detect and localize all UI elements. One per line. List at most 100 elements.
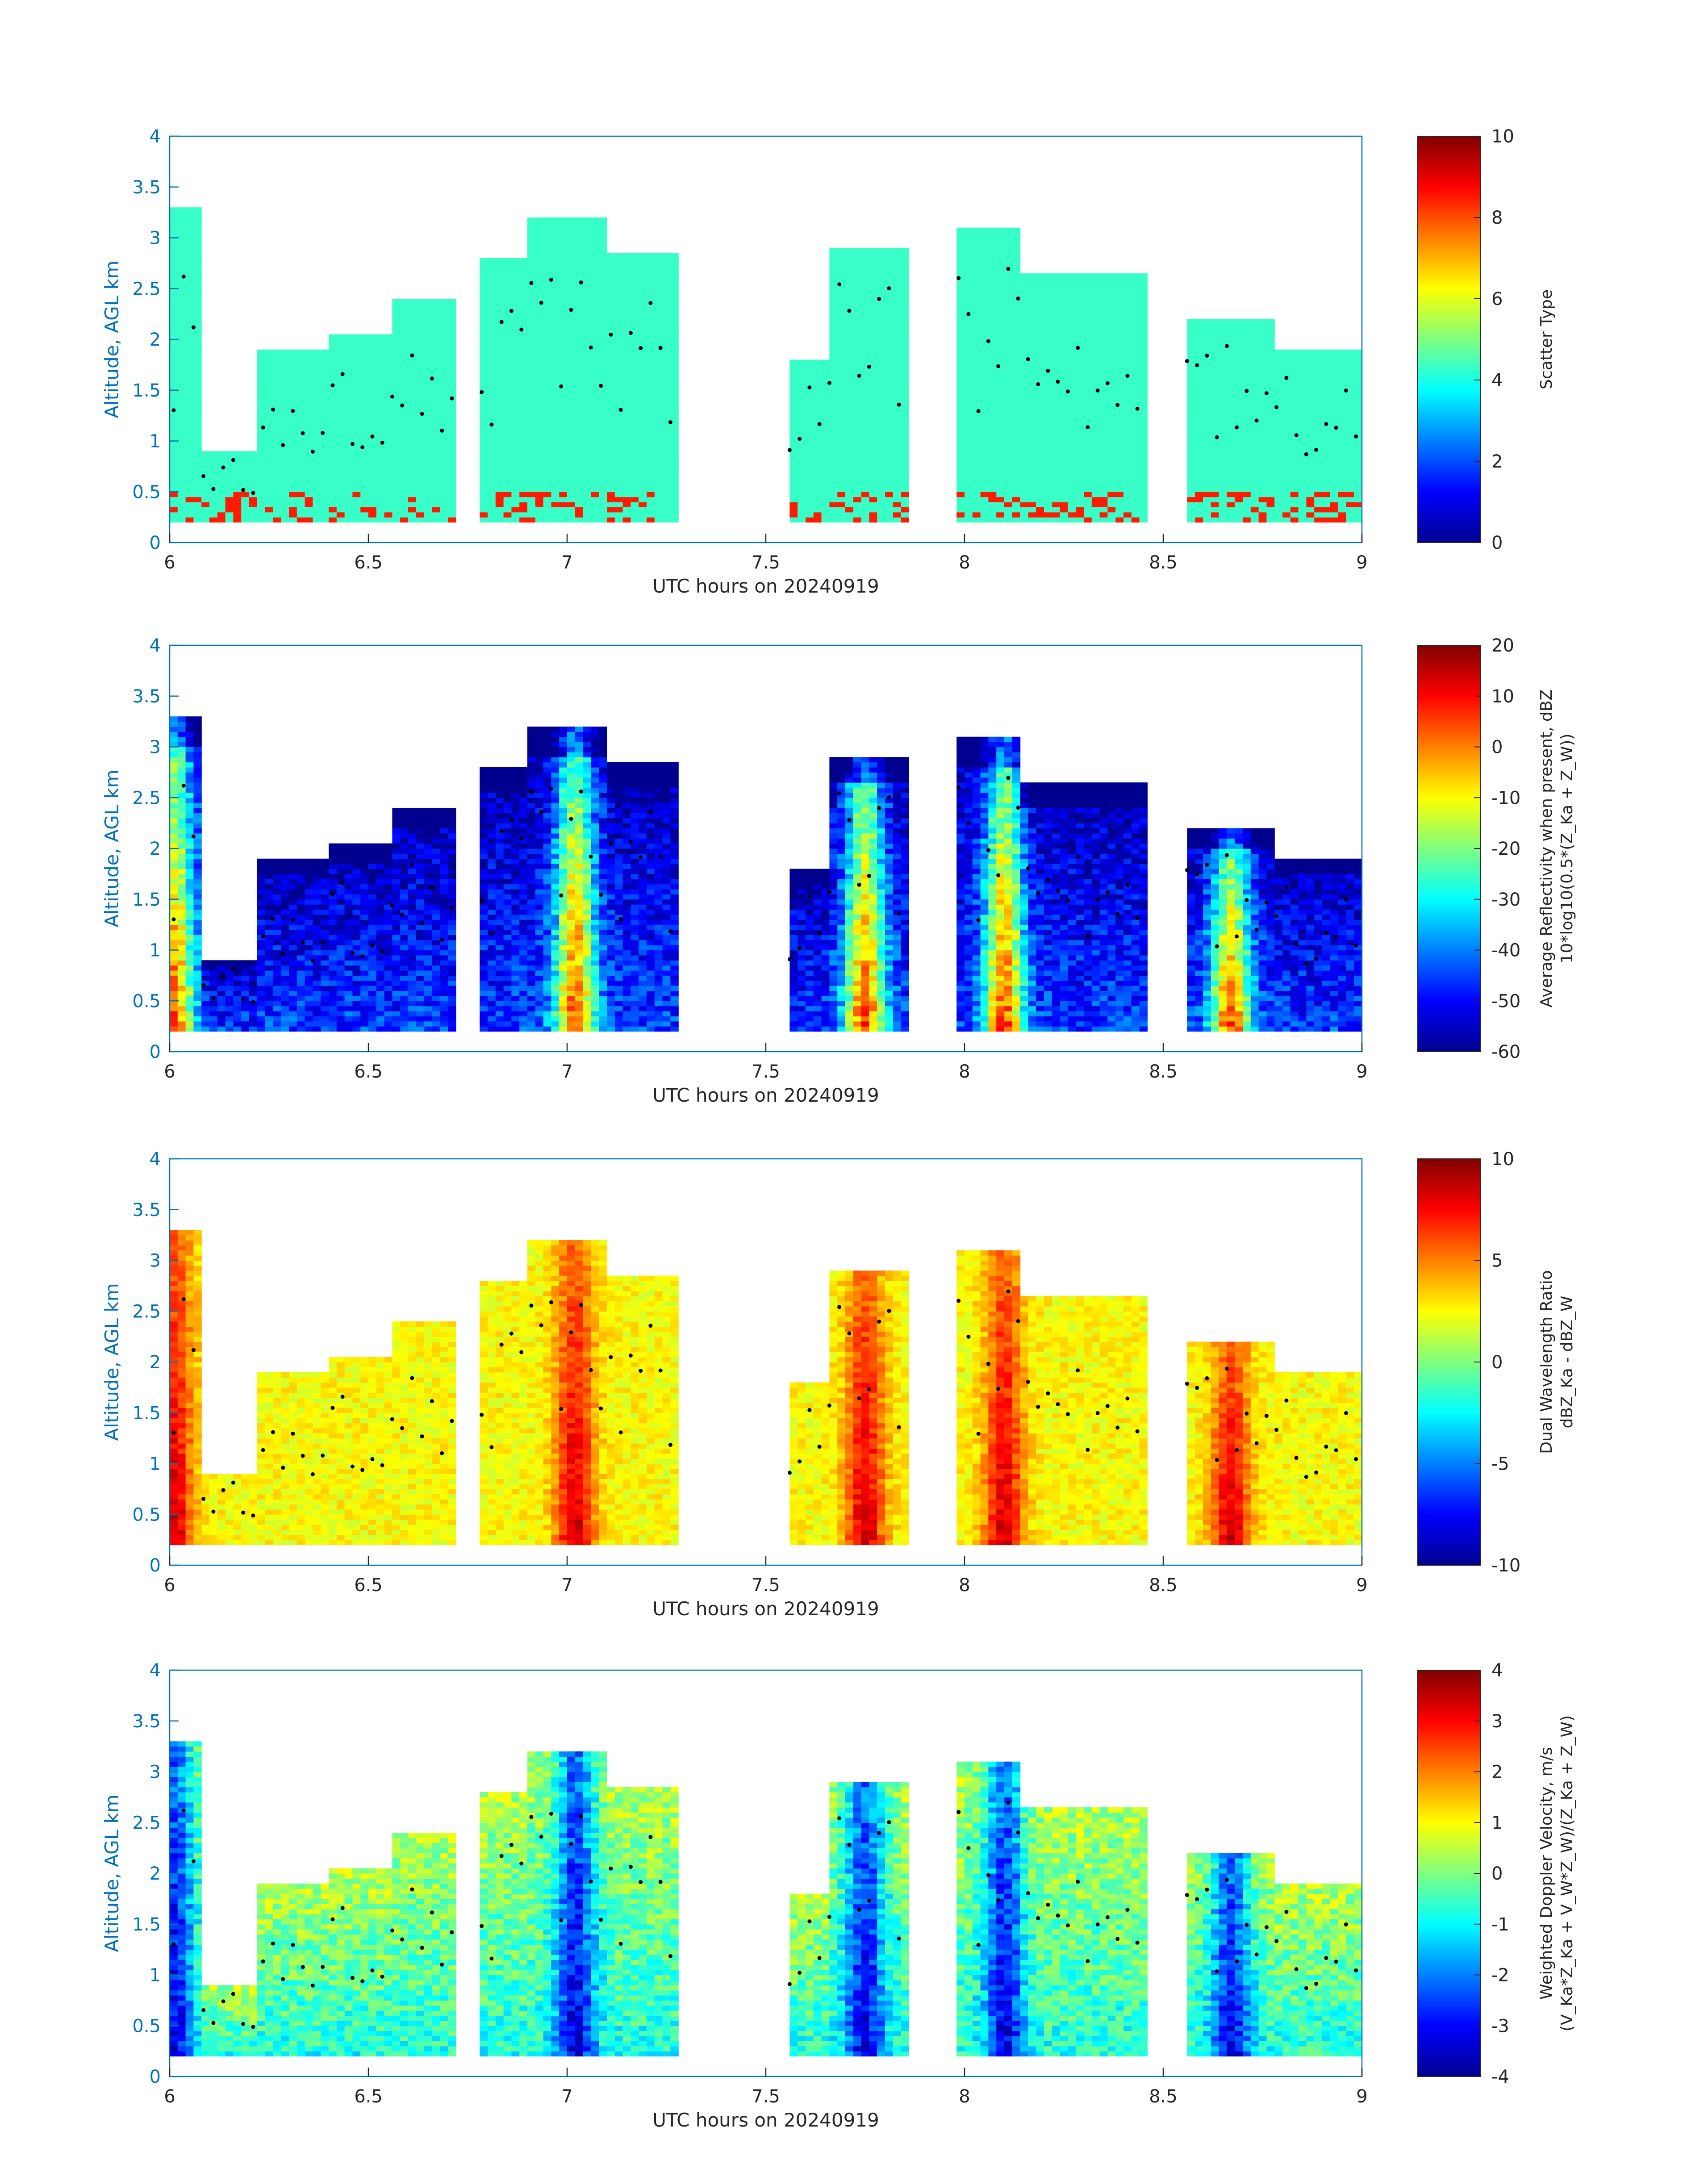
heatmap-cell (1004, 517, 1012, 522)
heatmap-cell (226, 492, 234, 497)
heatmap-cell (345, 482, 353, 487)
heatmap-cell (965, 355, 973, 360)
heatmap-cell (885, 487, 893, 492)
heatmap-cell (1100, 461, 1108, 467)
heatmap-cell (861, 421, 869, 426)
heatmap-cell (1100, 472, 1108, 477)
heatmap-cell (1211, 456, 1219, 462)
heatmap-cell (432, 395, 440, 401)
heatmap-cell (845, 263, 853, 268)
heatmap-cell (1219, 395, 1227, 401)
heatmap-cell (440, 375, 448, 380)
heatmap-cell (1132, 466, 1140, 472)
heatmap-cell (265, 512, 273, 518)
heatmap-cell (1227, 334, 1235, 340)
heatmap-cell (178, 405, 186, 411)
heatmap-cell (209, 451, 217, 456)
heatmap-cell (1004, 324, 1012, 330)
heatmap-cell (631, 279, 639, 284)
heatmap-cell (853, 482, 861, 487)
heatmap-cell (543, 497, 551, 502)
heatmap-cell (305, 405, 313, 411)
heatmap-cell (559, 344, 567, 350)
heatmap-cell (599, 466, 607, 472)
heatmap-cell (575, 294, 583, 299)
heatmap-cell (623, 299, 631, 304)
heatmap-cell (1068, 319, 1076, 325)
heatmap-cell (193, 288, 201, 294)
heatmap-cell (233, 507, 241, 512)
heatmap-cell (599, 360, 607, 365)
heatmap-cell (996, 492, 1004, 497)
heatmap-cell (329, 395, 337, 401)
heatmap-cell (623, 476, 631, 482)
heatmap-cell (448, 446, 456, 451)
heatmap-cell (1203, 446, 1211, 451)
heatmap-cell (543, 466, 551, 472)
heatmap-cell (170, 222, 178, 228)
heatmap-cell (798, 401, 806, 406)
heatmap-cell (615, 279, 623, 284)
heatmap-cell (996, 451, 1004, 456)
heatmap-cell (170, 456, 178, 462)
heatmap-cell (988, 446, 996, 451)
heatmap-cell (352, 472, 360, 477)
heatmap-cell (1092, 375, 1100, 380)
heatmap-cell (551, 344, 559, 350)
heatmap-cell (1068, 507, 1076, 512)
heatmap-cell (504, 319, 512, 325)
heatmap-cell (655, 288, 663, 294)
heatmap-cell (1243, 487, 1251, 492)
heatmap-cell (504, 487, 512, 492)
heatmap-cell (345, 360, 353, 365)
heatmap-cell (368, 441, 376, 447)
heatmap-cell (583, 329, 591, 334)
heatmap-cell (631, 288, 639, 294)
heatmap-cell (281, 401, 289, 406)
heatmap-cell (1227, 319, 1235, 325)
heatmap-cell (305, 370, 313, 375)
heatmap-cell (829, 451, 837, 456)
heatmap-cell (543, 324, 551, 330)
heatmap-cell (1036, 517, 1044, 522)
heatmap-cell (877, 421, 885, 426)
heatmap-cell (448, 385, 456, 390)
heatmap-cell (845, 466, 853, 472)
heatmap-cell (337, 350, 345, 355)
heatmap-cell (981, 329, 989, 334)
heatmap-cell (1235, 380, 1243, 385)
heatmap-cell (996, 273, 1004, 279)
heatmap-cell (567, 344, 575, 350)
heatmap-cell (504, 390, 512, 396)
heatmap-cell (170, 319, 178, 325)
heatmap-cell (392, 344, 400, 350)
heatmap-cell (1107, 461, 1115, 467)
heatmap-cell (877, 461, 885, 467)
heatmap-cell (352, 334, 360, 340)
heatmap-cell (1036, 431, 1044, 436)
heatmap-cell (615, 421, 623, 426)
heatmap-cell (1132, 314, 1140, 319)
heatmap-cell (1100, 299, 1108, 304)
heatmap-cell (631, 344, 639, 350)
heatmap-cell (170, 502, 178, 507)
heatmap-cell (973, 268, 981, 274)
heatmap-cell (591, 461, 599, 467)
heatmap-cell (432, 492, 440, 497)
heatmap-cell (1060, 299, 1068, 304)
heatmap-cell (798, 421, 806, 426)
heatmap-cell (853, 248, 861, 253)
heatmap-cell (1219, 446, 1227, 451)
heatmap-cell (996, 512, 1004, 518)
heatmap-cell (178, 299, 186, 304)
heatmap-cell (1123, 421, 1132, 426)
heatmap-cell (996, 421, 1004, 426)
heatmap-cell (631, 294, 639, 299)
heatmap-cell (956, 284, 965, 289)
heatmap-cell (981, 253, 989, 259)
heatmap-cell (480, 431, 488, 436)
heatmap-cell (488, 507, 496, 512)
heatmap-cell (186, 441, 194, 447)
heatmap-cell (1028, 380, 1036, 385)
heatmap-cell (853, 502, 861, 507)
